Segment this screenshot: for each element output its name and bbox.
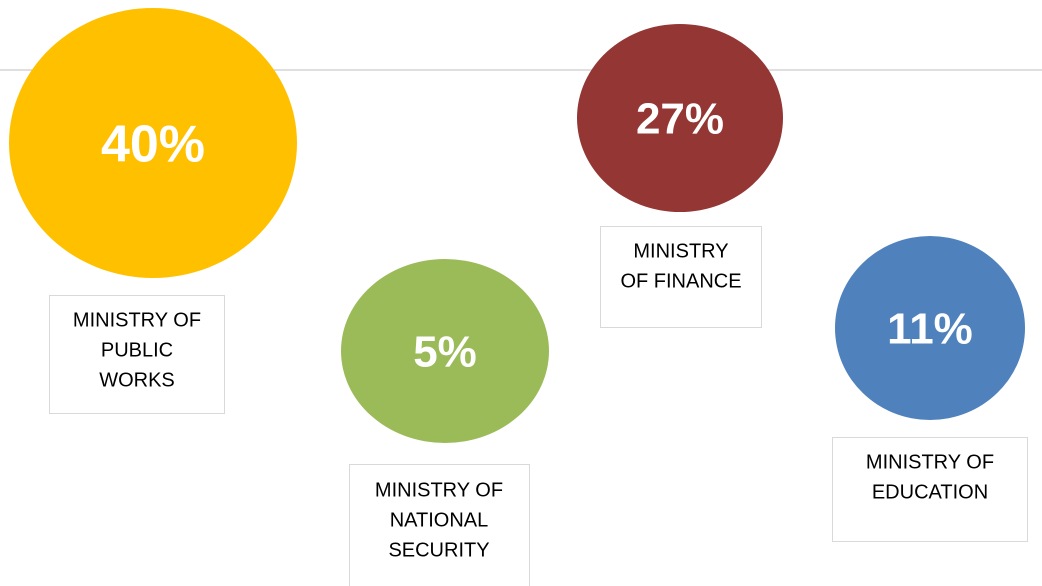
bubble <box>341 259 549 443</box>
label-line: MINISTRY <box>633 240 728 262</box>
percent-label: 27% <box>636 95 724 144</box>
bubble <box>9 8 297 278</box>
bubble <box>577 24 783 212</box>
bubble <box>835 236 1025 420</box>
percent-label: 5% <box>413 328 477 377</box>
label-box <box>349 464 530 586</box>
label-box <box>49 295 225 414</box>
percent-label: 40% <box>101 116 205 174</box>
label-line: NATIONAL <box>390 509 489 531</box>
label-box <box>600 226 762 328</box>
label-line: EDUCATION <box>872 481 988 503</box>
label-line: OF FINANCE <box>620 270 741 292</box>
percent-label: 11% <box>887 305 973 354</box>
label-line: WORKS <box>99 369 175 391</box>
label-line: MINISTRY OF <box>866 451 994 473</box>
label-line: MINISTRY OF <box>375 479 503 501</box>
label-line: PUBLIC <box>101 339 173 361</box>
label-line: SECURITY <box>388 539 489 561</box>
label-line: MINISTRY OF <box>73 309 201 331</box>
label-box <box>832 437 1028 542</box>
